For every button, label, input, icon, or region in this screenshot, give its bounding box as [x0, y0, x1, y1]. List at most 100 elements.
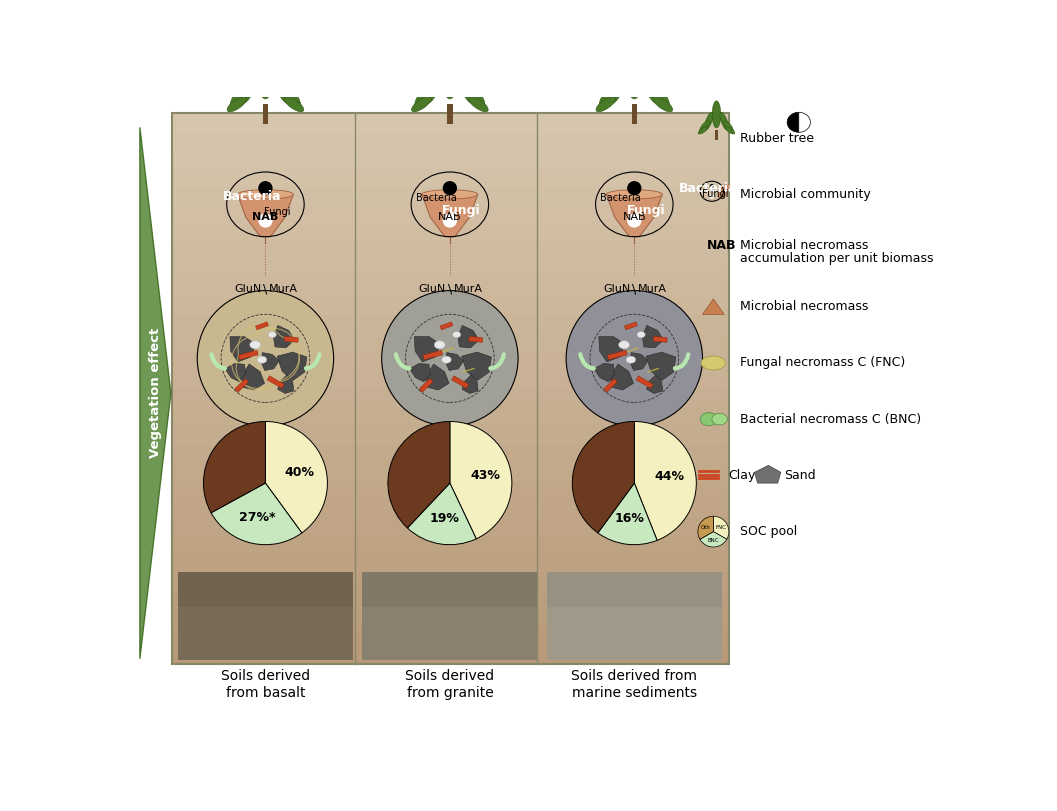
Circle shape — [443, 181, 457, 195]
Ellipse shape — [411, 97, 431, 112]
Wedge shape — [700, 531, 727, 547]
Ellipse shape — [241, 67, 258, 103]
Wedge shape — [609, 0, 648, 19]
Text: Soils derived
from basalt: Soils derived from basalt — [221, 669, 310, 700]
Polygon shape — [229, 337, 256, 362]
Polygon shape — [755, 466, 781, 483]
Bar — [172, 149, 729, 169]
Text: MurA: MurA — [453, 284, 483, 294]
FancyArrowPatch shape — [395, 354, 409, 368]
Text: Microbial necromass: Microbial necromass — [740, 300, 868, 313]
Bar — [263, 105, 268, 124]
Circle shape — [198, 290, 334, 426]
Polygon shape — [426, 364, 449, 390]
Ellipse shape — [442, 356, 451, 363]
Ellipse shape — [700, 413, 718, 426]
Wedge shape — [265, 422, 328, 533]
Wedge shape — [211, 483, 302, 545]
Polygon shape — [239, 350, 258, 360]
Text: Fungi: Fungi — [264, 208, 291, 217]
FancyArrowPatch shape — [211, 354, 225, 368]
Text: 44%: 44% — [654, 470, 685, 483]
Ellipse shape — [725, 127, 735, 134]
Ellipse shape — [596, 97, 615, 112]
Wedge shape — [598, 483, 657, 545]
Bar — [172, 425, 729, 444]
Text: \: \ — [448, 282, 452, 295]
Polygon shape — [607, 195, 663, 237]
Circle shape — [709, 194, 715, 199]
Bar — [172, 572, 729, 590]
Wedge shape — [388, 422, 450, 528]
Polygon shape — [238, 195, 294, 237]
Bar — [172, 168, 729, 187]
Bar — [172, 461, 729, 481]
Polygon shape — [611, 364, 633, 390]
Text: GluN: GluN — [419, 284, 446, 294]
Bar — [172, 517, 729, 535]
Ellipse shape — [468, 97, 488, 112]
Ellipse shape — [230, 84, 251, 107]
Wedge shape — [407, 483, 477, 545]
Ellipse shape — [268, 332, 276, 337]
Wedge shape — [713, 516, 729, 539]
Ellipse shape — [441, 42, 459, 99]
Bar — [172, 645, 729, 664]
Polygon shape — [718, 185, 730, 197]
Ellipse shape — [712, 101, 721, 128]
Bar — [172, 388, 729, 407]
Text: MurA: MurA — [270, 284, 298, 294]
Polygon shape — [594, 363, 614, 382]
Text: Soils derived
from granite: Soils derived from granite — [405, 669, 495, 700]
Bar — [178, 572, 353, 607]
Bar — [172, 590, 729, 609]
Bar — [172, 315, 729, 333]
Text: 43%: 43% — [470, 469, 500, 482]
Ellipse shape — [257, 356, 266, 363]
Bar — [172, 204, 729, 224]
Wedge shape — [799, 112, 811, 132]
Text: 19%: 19% — [429, 512, 459, 525]
Bar — [172, 241, 729, 260]
Bar — [172, 534, 729, 554]
Text: Microbial community: Microbial community — [740, 188, 871, 201]
Text: \: \ — [632, 282, 636, 295]
Ellipse shape — [452, 332, 461, 337]
Wedge shape — [332, 0, 371, 19]
Polygon shape — [703, 299, 724, 315]
Circle shape — [567, 290, 703, 426]
Text: Bacteria: Bacteria — [223, 190, 281, 203]
Text: Bacterial necromass C (BNC): Bacterial necromass C (BNC) — [740, 413, 921, 426]
Ellipse shape — [599, 84, 619, 107]
Bar — [172, 113, 729, 132]
Ellipse shape — [720, 112, 728, 130]
Ellipse shape — [724, 121, 734, 131]
Ellipse shape — [425, 67, 443, 103]
Polygon shape — [458, 325, 479, 348]
Bar — [172, 333, 729, 352]
Bar — [632, 105, 637, 124]
Text: NAB: NAB — [707, 239, 737, 252]
Ellipse shape — [280, 84, 300, 107]
Ellipse shape — [637, 332, 645, 337]
Ellipse shape — [618, 341, 630, 349]
Wedge shape — [886, 0, 924, 19]
Polygon shape — [261, 353, 279, 371]
Bar — [172, 627, 729, 646]
Polygon shape — [278, 375, 294, 393]
Bar — [172, 296, 729, 315]
Ellipse shape — [642, 67, 660, 103]
Ellipse shape — [238, 190, 294, 199]
Wedge shape — [203, 422, 265, 513]
Polygon shape — [469, 337, 483, 342]
Ellipse shape — [711, 414, 727, 425]
Text: GluN: GluN — [235, 284, 261, 294]
Wedge shape — [450, 422, 512, 539]
Ellipse shape — [434, 341, 445, 349]
Text: SOC pool: SOC pool — [740, 525, 797, 539]
Text: MurA: MurA — [638, 284, 667, 294]
Text: 40%: 40% — [284, 466, 315, 478]
Polygon shape — [284, 337, 298, 342]
Ellipse shape — [626, 42, 644, 99]
Text: Clay: Clay — [728, 469, 756, 482]
